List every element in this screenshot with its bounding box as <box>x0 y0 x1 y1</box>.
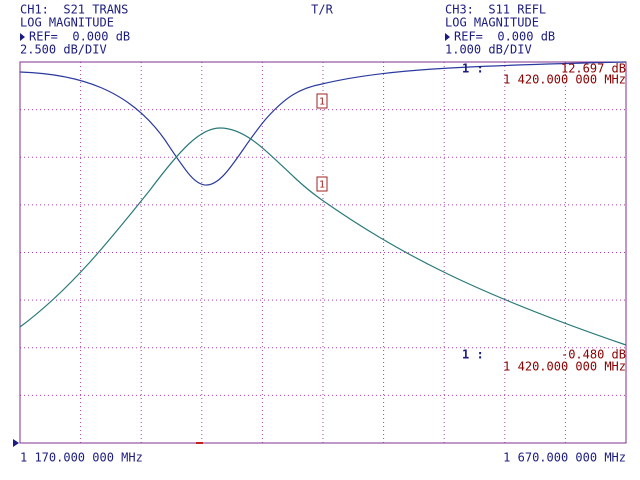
ch3-format: LOG MAGNITUDE <box>445 16 539 30</box>
marker-flag-label: 1 <box>319 180 325 191</box>
marker-flag <box>316 176 328 192</box>
plot-border <box>19 61 627 444</box>
marker-flag <box>316 93 328 109</box>
graticule <box>20 62 626 443</box>
ch3-ref: REF= 0.000 dB <box>454 30 555 44</box>
marker-frequency: 1 420.000 000 MHz <box>503 73 626 87</box>
ch1-format: LOG MAGNITUDE <box>20 16 114 30</box>
ref-position <box>13 439 19 447</box>
ref-arrow <box>20 33 25 41</box>
stop-frequency: 1 670.000 000 MHz <box>503 451 626 465</box>
marker-value: -0.480 dB <box>561 348 626 362</box>
start-frequency: 1 170.000 000 MHz <box>20 451 143 465</box>
ch3-scale: 1.000 dB/DIV <box>445 43 532 57</box>
trace-s21 <box>19 127 627 346</box>
trace-s11 <box>19 61 627 186</box>
ch1-label: CH1: S21 TRANS <box>20 3 128 17</box>
ch1-ref: REF= 0.000 dB <box>29 30 130 44</box>
mode-label: T/R <box>311 3 333 17</box>
ch1-scale: 2.500 dB/DIV <box>20 43 107 57</box>
marker-value: 12.697 dB <box>561 62 626 76</box>
ref-arrow <box>445 33 450 41</box>
ch3-label: CH3: S11 REFL <box>445 3 546 17</box>
marker-index: 1 : <box>462 348 484 362</box>
marker-flag-label: 1 <box>319 97 325 108</box>
marker-frequency: 1 420.000 000 MHz <box>503 360 626 374</box>
marker-index: 1 : <box>462 62 484 76</box>
